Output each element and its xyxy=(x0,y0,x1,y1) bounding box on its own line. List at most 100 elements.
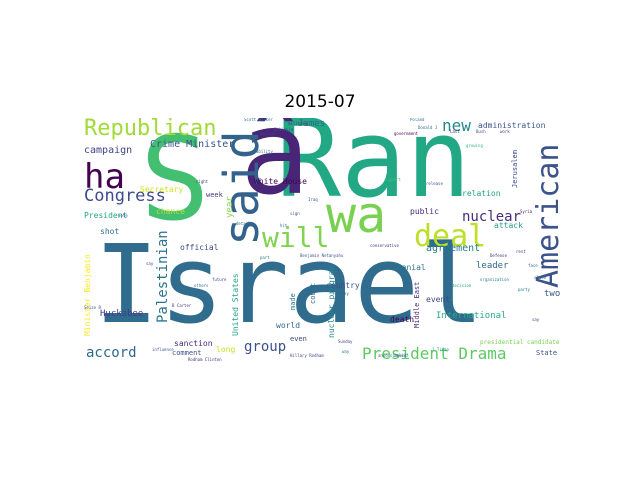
word: future xyxy=(212,277,227,282)
word: Seize B xyxy=(84,305,101,310)
word: say xyxy=(146,261,154,266)
word: even xyxy=(290,335,307,343)
word: relief xyxy=(394,353,409,358)
word: Hillary Rodham xyxy=(290,353,324,358)
word: close xyxy=(534,275,547,280)
word: presidential candidate xyxy=(480,339,560,346)
word: â xyxy=(240,118,310,221)
word: Cranial xyxy=(392,263,426,272)
word: government xyxy=(394,131,419,136)
word: vote xyxy=(118,213,128,218)
word: hit xyxy=(280,223,288,228)
word: James xyxy=(298,119,326,129)
word: J Trump xyxy=(432,347,449,352)
word: death xyxy=(390,315,415,324)
word: nuclear xyxy=(462,209,522,225)
word: court xyxy=(309,282,317,304)
word: Rodham Clinton xyxy=(188,357,222,362)
word: country xyxy=(326,281,360,290)
word: President xyxy=(84,211,128,220)
word: Congress xyxy=(84,186,166,206)
word: Defense xyxy=(490,253,507,258)
word: world xyxy=(276,321,301,330)
word: chance xyxy=(156,207,185,216)
word: nuclear program xyxy=(327,265,336,338)
word: campaign xyxy=(84,145,133,156)
word: detail xyxy=(236,221,251,226)
word: growing xyxy=(466,143,483,148)
word: Israel xyxy=(94,223,485,348)
word: shot xyxy=(100,227,120,236)
word: right xyxy=(196,179,209,184)
word: leader xyxy=(476,261,509,271)
word: ha xyxy=(84,157,125,197)
word: work xyxy=(500,129,510,134)
word: others xyxy=(194,283,209,288)
word: event xyxy=(426,295,451,304)
word: ability xyxy=(256,149,273,154)
word: Iraq xyxy=(308,197,318,202)
word-cloud: Israel Ran S â said wa deal American wil… xyxy=(80,118,560,362)
word: long xyxy=(216,345,236,354)
word: Huckabee xyxy=(100,309,144,319)
word: Crime Minister xyxy=(150,139,235,150)
word: Sunday xyxy=(338,339,353,344)
word: conservative xyxy=(370,243,399,248)
word: police xyxy=(260,131,275,136)
word: Last xyxy=(450,129,460,134)
word: Donald J xyxy=(418,125,438,130)
word: will xyxy=(262,221,330,254)
word: President Drama xyxy=(362,344,507,362)
word: week xyxy=(206,191,223,199)
word: Secretary xyxy=(140,185,184,194)
word: Bush xyxy=(476,129,486,134)
word: attack xyxy=(494,221,523,230)
word: influence xyxy=(152,347,174,352)
word: made xyxy=(289,293,297,310)
word: new xyxy=(442,118,471,135)
word: deal xyxy=(414,219,487,254)
word: relation xyxy=(462,189,501,198)
word: sanction xyxy=(174,339,213,348)
word: Scott Walker xyxy=(244,118,273,122)
word: Poland xyxy=(410,118,425,122)
word: agreement xyxy=(426,243,481,254)
word: Benjamin Netanyahu xyxy=(300,253,344,258)
word: Tuesday xyxy=(332,291,349,296)
word: accord xyxy=(86,345,137,361)
word: Ran xyxy=(276,118,472,222)
word: Palestinian xyxy=(155,230,171,323)
word: Middle East xyxy=(413,281,421,328)
word: party xyxy=(518,287,531,292)
word: release xyxy=(426,181,443,186)
word: decision xyxy=(452,283,472,288)
word: wa xyxy=(326,186,387,244)
word: group xyxy=(244,339,287,355)
word: announcement xyxy=(378,353,407,358)
word: Jerusalem xyxy=(511,150,519,188)
word: support xyxy=(384,177,401,182)
word: way xyxy=(342,349,350,354)
word: S xyxy=(140,118,210,247)
word: sign xyxy=(290,211,300,216)
word: B Carter xyxy=(172,303,192,308)
word: Republican xyxy=(84,118,217,141)
word: official xyxy=(180,243,219,252)
word: International xyxy=(436,311,507,321)
word: Minister Benjamin xyxy=(83,254,92,336)
word: rest xyxy=(516,249,526,254)
word: administration xyxy=(478,121,546,130)
word: face xyxy=(528,263,538,268)
word: State xyxy=(536,349,558,357)
word: year xyxy=(225,196,235,218)
word: White House xyxy=(254,177,307,186)
chart-title: 2015-07 xyxy=(284,92,356,112)
word: two xyxy=(544,289,560,299)
word: public xyxy=(410,207,439,216)
word: comment xyxy=(172,349,202,357)
word: organization xyxy=(480,277,509,282)
word: Syria xyxy=(520,209,533,214)
word: military xyxy=(288,121,308,126)
word: say xyxy=(532,317,540,322)
